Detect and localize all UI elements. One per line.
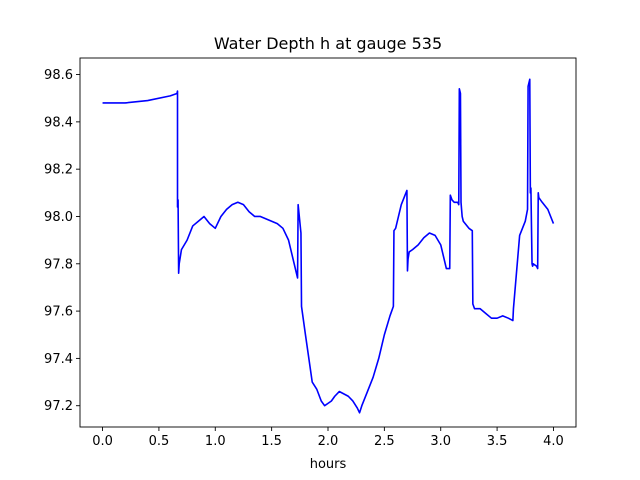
y-tick-label: 98.0 [44, 210, 73, 225]
x-tick-label: 1.5 [261, 434, 282, 449]
x-tick-label: 0.5 [149, 434, 170, 449]
plot-area [79, 57, 577, 428]
x-tick-label: 0.0 [92, 434, 113, 449]
x-tick-label: 2.0 [318, 434, 339, 449]
x-axis-ticks: 0.0 0.5 1.0 1.5 2.0 2.5 3.0 3.5 4.0 [92, 427, 564, 449]
y-tick-label: 98.4 [44, 115, 73, 130]
x-tick-label: 2.5 [374, 434, 395, 449]
y-tick-label: 98.6 [44, 68, 73, 83]
x-tick-label: 1.0 [205, 434, 226, 449]
y-tick-label: 97.4 [44, 352, 73, 367]
y-axis-ticks: 97.2 97.4 97.6 97.8 98.0 98.2 98.4 98.6 [44, 68, 80, 414]
y-tick-label: 98.2 [44, 163, 73, 178]
chart-title: Water Depth h at gauge 535 [214, 34, 442, 53]
y-tick-label: 97.8 [44, 257, 73, 272]
x-tick-label: 3.0 [430, 434, 451, 449]
plot-frame [79, 57, 577, 428]
x-tick-label: 3.5 [487, 434, 508, 449]
x-tick-label: 4.0 [543, 434, 564, 449]
y-tick-label: 97.6 [44, 305, 73, 320]
x-axis-label: hours [310, 457, 347, 472]
y-tick-label: 97.2 [44, 399, 73, 414]
series-line-0 [102, 78, 555, 414]
